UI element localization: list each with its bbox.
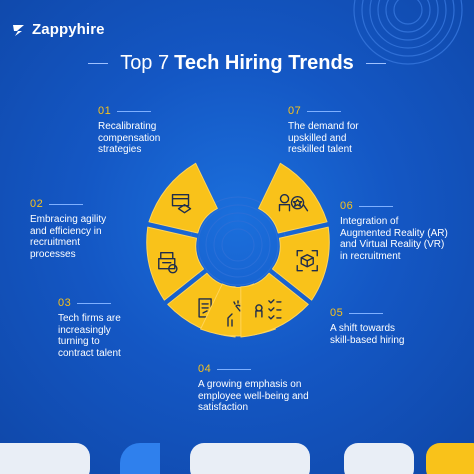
trend-05-number: 05 xyxy=(330,307,344,319)
trend-04: 04 A growing emphasis on employee well-b… xyxy=(198,363,309,414)
trend-07-number: 07 xyxy=(288,105,302,117)
trend-02: 02 Embracing agility and efficiency in r… xyxy=(30,198,106,260)
title-line-right xyxy=(365,63,386,64)
trend-05-text: A shift towards skill-based hiring xyxy=(330,323,405,346)
trend-05: 05 A shift towards skill-based hiring xyxy=(330,307,404,346)
skill-checklist-icon xyxy=(255,299,282,320)
trend-01: 01 Recalibrating compensation strategies xyxy=(98,105,160,156)
trend-02-text: Embracing agility and efficiency in recr… xyxy=(30,214,107,260)
brand-name: Zappyhire xyxy=(32,21,105,38)
trend-07-text: The demand for upskilled and reskilled t… xyxy=(288,121,359,155)
trend-03-number: 03 xyxy=(58,297,72,309)
petal-05 xyxy=(240,272,309,338)
title-bold: Tech Hiring Trends xyxy=(174,52,354,74)
bottom-shape-2 xyxy=(120,443,160,474)
title-line-left xyxy=(88,63,109,64)
brand-logo: Zappyhire xyxy=(12,21,105,38)
trend-01-text: Recalibrating compensation strategies xyxy=(98,121,161,155)
trend-04-number: 04 xyxy=(198,363,212,375)
trend-03-text: Tech firms are increasingly turning to c… xyxy=(58,313,121,359)
payment-card-icon xyxy=(171,194,192,214)
page-title: Top 7 Tech Hiring Trends xyxy=(0,52,474,75)
process-machine-icon xyxy=(158,252,178,274)
trend-06: 06 Integration of Augmented Reality (AR)… xyxy=(340,200,448,262)
trend-06-number: 06 xyxy=(340,200,354,212)
trend-06-text: Integration of Augmented Reality (AR) an… xyxy=(340,216,448,262)
bottom-shape-5 xyxy=(426,443,474,474)
trend-01-number: 01 xyxy=(98,105,112,117)
trend-04-text: A growing emphasis on employee well-bein… xyxy=(198,379,309,413)
bottom-shape-1 xyxy=(0,443,90,474)
trend-07: 07 The demand for upskilled and reskille… xyxy=(288,105,359,156)
trend-03: 03 Tech firms are increasingly turning t… xyxy=(58,297,121,359)
ar-vr-cube-icon xyxy=(296,250,318,272)
title-light: Top 7 xyxy=(120,52,170,74)
bottom-shape-4 xyxy=(344,443,414,474)
upskill-badge-icon xyxy=(278,194,309,212)
bottom-shape-3 xyxy=(190,443,310,474)
trend-02-number: 02 xyxy=(30,198,44,210)
zappyhire-logo-icon xyxy=(13,24,24,36)
